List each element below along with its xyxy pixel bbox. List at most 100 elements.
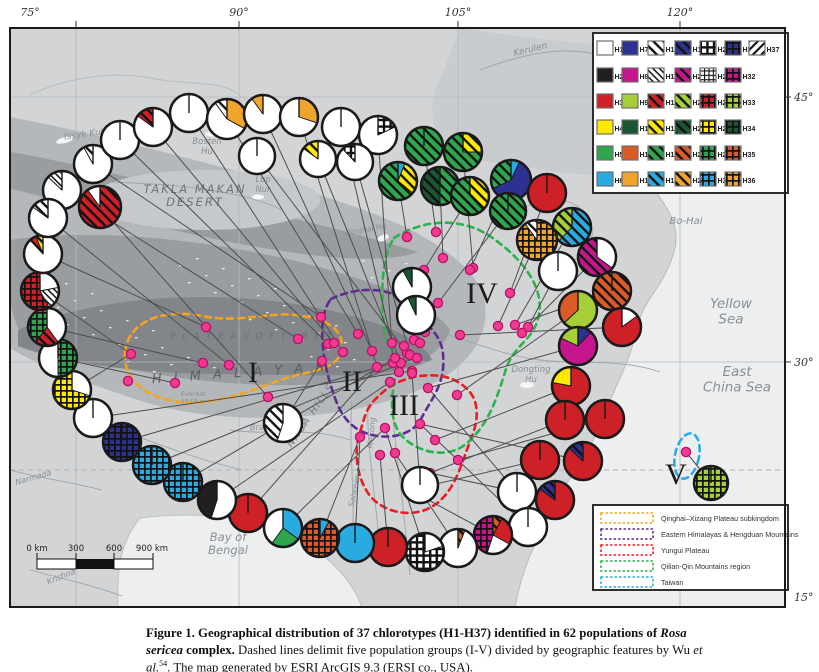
population-dot — [386, 337, 398, 349]
map-label: Mekong — [366, 417, 378, 449]
legend-label: H8 — [640, 74, 649, 81]
population-dot — [371, 361, 383, 373]
pie-chart — [403, 125, 445, 167]
group-label-II: II — [342, 365, 362, 398]
legend-swatch-H21 — [674, 93, 692, 109]
figure-caption-segment: Rosa sericea — [146, 625, 687, 657]
legend-swatch-H18 — [647, 171, 665, 187]
legend-swatch-H11 — [621, 145, 639, 161]
legend-swatch-H5 — [596, 145, 614, 161]
leader-line — [256, 155, 408, 354]
group-legend-swatch — [600, 576, 654, 588]
legend-swatch-H26 — [699, 67, 717, 83]
pie-chart — [205, 97, 249, 141]
legend-label: H30 — [718, 178, 731, 185]
latitude-label: 15° — [794, 591, 814, 604]
legend-swatch-H30 — [699, 171, 717, 187]
legend-swatch-H12 — [621, 171, 639, 187]
population-dot — [292, 333, 304, 345]
population-dot — [452, 454, 464, 466]
population-dot — [451, 389, 463, 401]
pie-chart — [404, 531, 446, 573]
leader-line — [437, 210, 509, 304]
figure-caption: Figure 1. Geographical distribution of 3… — [146, 625, 724, 672]
population-dot — [125, 348, 137, 360]
pie-chart — [299, 517, 341, 559]
legend-swatch-H23 — [674, 145, 692, 161]
legend-swatch-H34 — [724, 119, 742, 135]
legend-label: H10 — [640, 126, 653, 133]
legend-label: H7 — [640, 47, 649, 54]
population-dot — [429, 434, 441, 446]
pie-chart — [51, 369, 93, 411]
population-dot — [366, 345, 378, 357]
pie-chart — [519, 439, 561, 481]
figure-caption-segment: complex. — [182, 642, 235, 657]
legend-label: H28 — [718, 126, 731, 133]
figure-caption-segment: Figure 1. Geographical distribution of 3… — [146, 625, 661, 640]
legend-swatch-H33 — [724, 93, 742, 109]
leader-line — [42, 253, 207, 328]
legend-swatch-H6 — [596, 171, 614, 187]
legend-label: H24 — [693, 178, 706, 185]
pie-chart — [237, 136, 277, 176]
pie-chart — [601, 306, 643, 348]
pie-chart — [37, 337, 79, 379]
legend-swatch-H3 — [596, 93, 614, 109]
legend-swatch-H17 — [647, 145, 665, 161]
leader-line — [459, 326, 623, 336]
longitude-label: 105° — [445, 6, 472, 19]
population-dot — [328, 337, 340, 349]
legend-label: H17 — [666, 152, 679, 159]
pie-chart — [400, 465, 440, 505]
population-dot — [374, 449, 386, 461]
population-dot — [169, 377, 181, 389]
group-label-IV: IV — [466, 277, 498, 310]
pie-chart — [242, 93, 284, 135]
leader-line — [427, 345, 579, 389]
group-outline-V — [673, 432, 701, 480]
population-dot — [315, 311, 327, 323]
longitude-label: 120° — [667, 6, 694, 19]
pie-chart — [526, 172, 568, 214]
scale-bar-label: 300 — [68, 544, 84, 554]
latitude-label: 30° — [794, 356, 814, 369]
population-dot — [352, 328, 364, 340]
group-label-V: V — [665, 458, 687, 491]
group-label-III: III — [389, 389, 419, 422]
leader-line — [282, 427, 386, 529]
pie-chart — [72, 397, 114, 439]
legend-label: H11 — [640, 152, 653, 159]
pie-chart — [534, 479, 576, 521]
leader-line — [247, 366, 378, 514]
legend-label: H4 — [615, 126, 624, 133]
map-label: Dongting Hu — [511, 365, 551, 385]
legend-label: H27 — [718, 100, 731, 107]
leader-line — [216, 381, 391, 501]
map-label: Yellow Sea — [710, 296, 753, 328]
pie-chart — [507, 506, 549, 548]
legend-label: H34 — [743, 126, 756, 133]
chlorotype-legend: H1 H2 H3 H4 H5 H6 H7 H8 H9 H10 H11 H12 H13 H14 H15 H16 H… — [592, 32, 789, 194]
legend-label: H35 — [743, 152, 756, 159]
population-dot — [122, 375, 134, 387]
pie-chart — [449, 175, 491, 217]
legend-swatch-H2 — [596, 67, 614, 83]
pie-chart — [551, 206, 593, 248]
group-legend-label: Yungui Plateau — [661, 546, 709, 555]
legend-swatch-H32 — [724, 67, 742, 83]
legend-swatch-H1 — [596, 40, 614, 56]
map-label: Bay of Bengal — [208, 530, 249, 557]
legend-swatch-H29 — [699, 145, 717, 161]
population-dot — [406, 367, 418, 379]
leader-line — [46, 326, 204, 364]
group-region-legend: Qinghai–Xizang Plateau subkingdom Eastern… — [592, 504, 799, 591]
pie-chart — [557, 289, 599, 331]
legend-label: H1 — [615, 47, 624, 54]
pie-chart — [320, 106, 362, 148]
pie-chart — [77, 184, 123, 230]
leader-line — [47, 217, 230, 366]
legend-label: H25 — [718, 47, 731, 54]
legend-label: H32 — [743, 74, 756, 81]
legend-swatch-H25 — [699, 40, 717, 56]
